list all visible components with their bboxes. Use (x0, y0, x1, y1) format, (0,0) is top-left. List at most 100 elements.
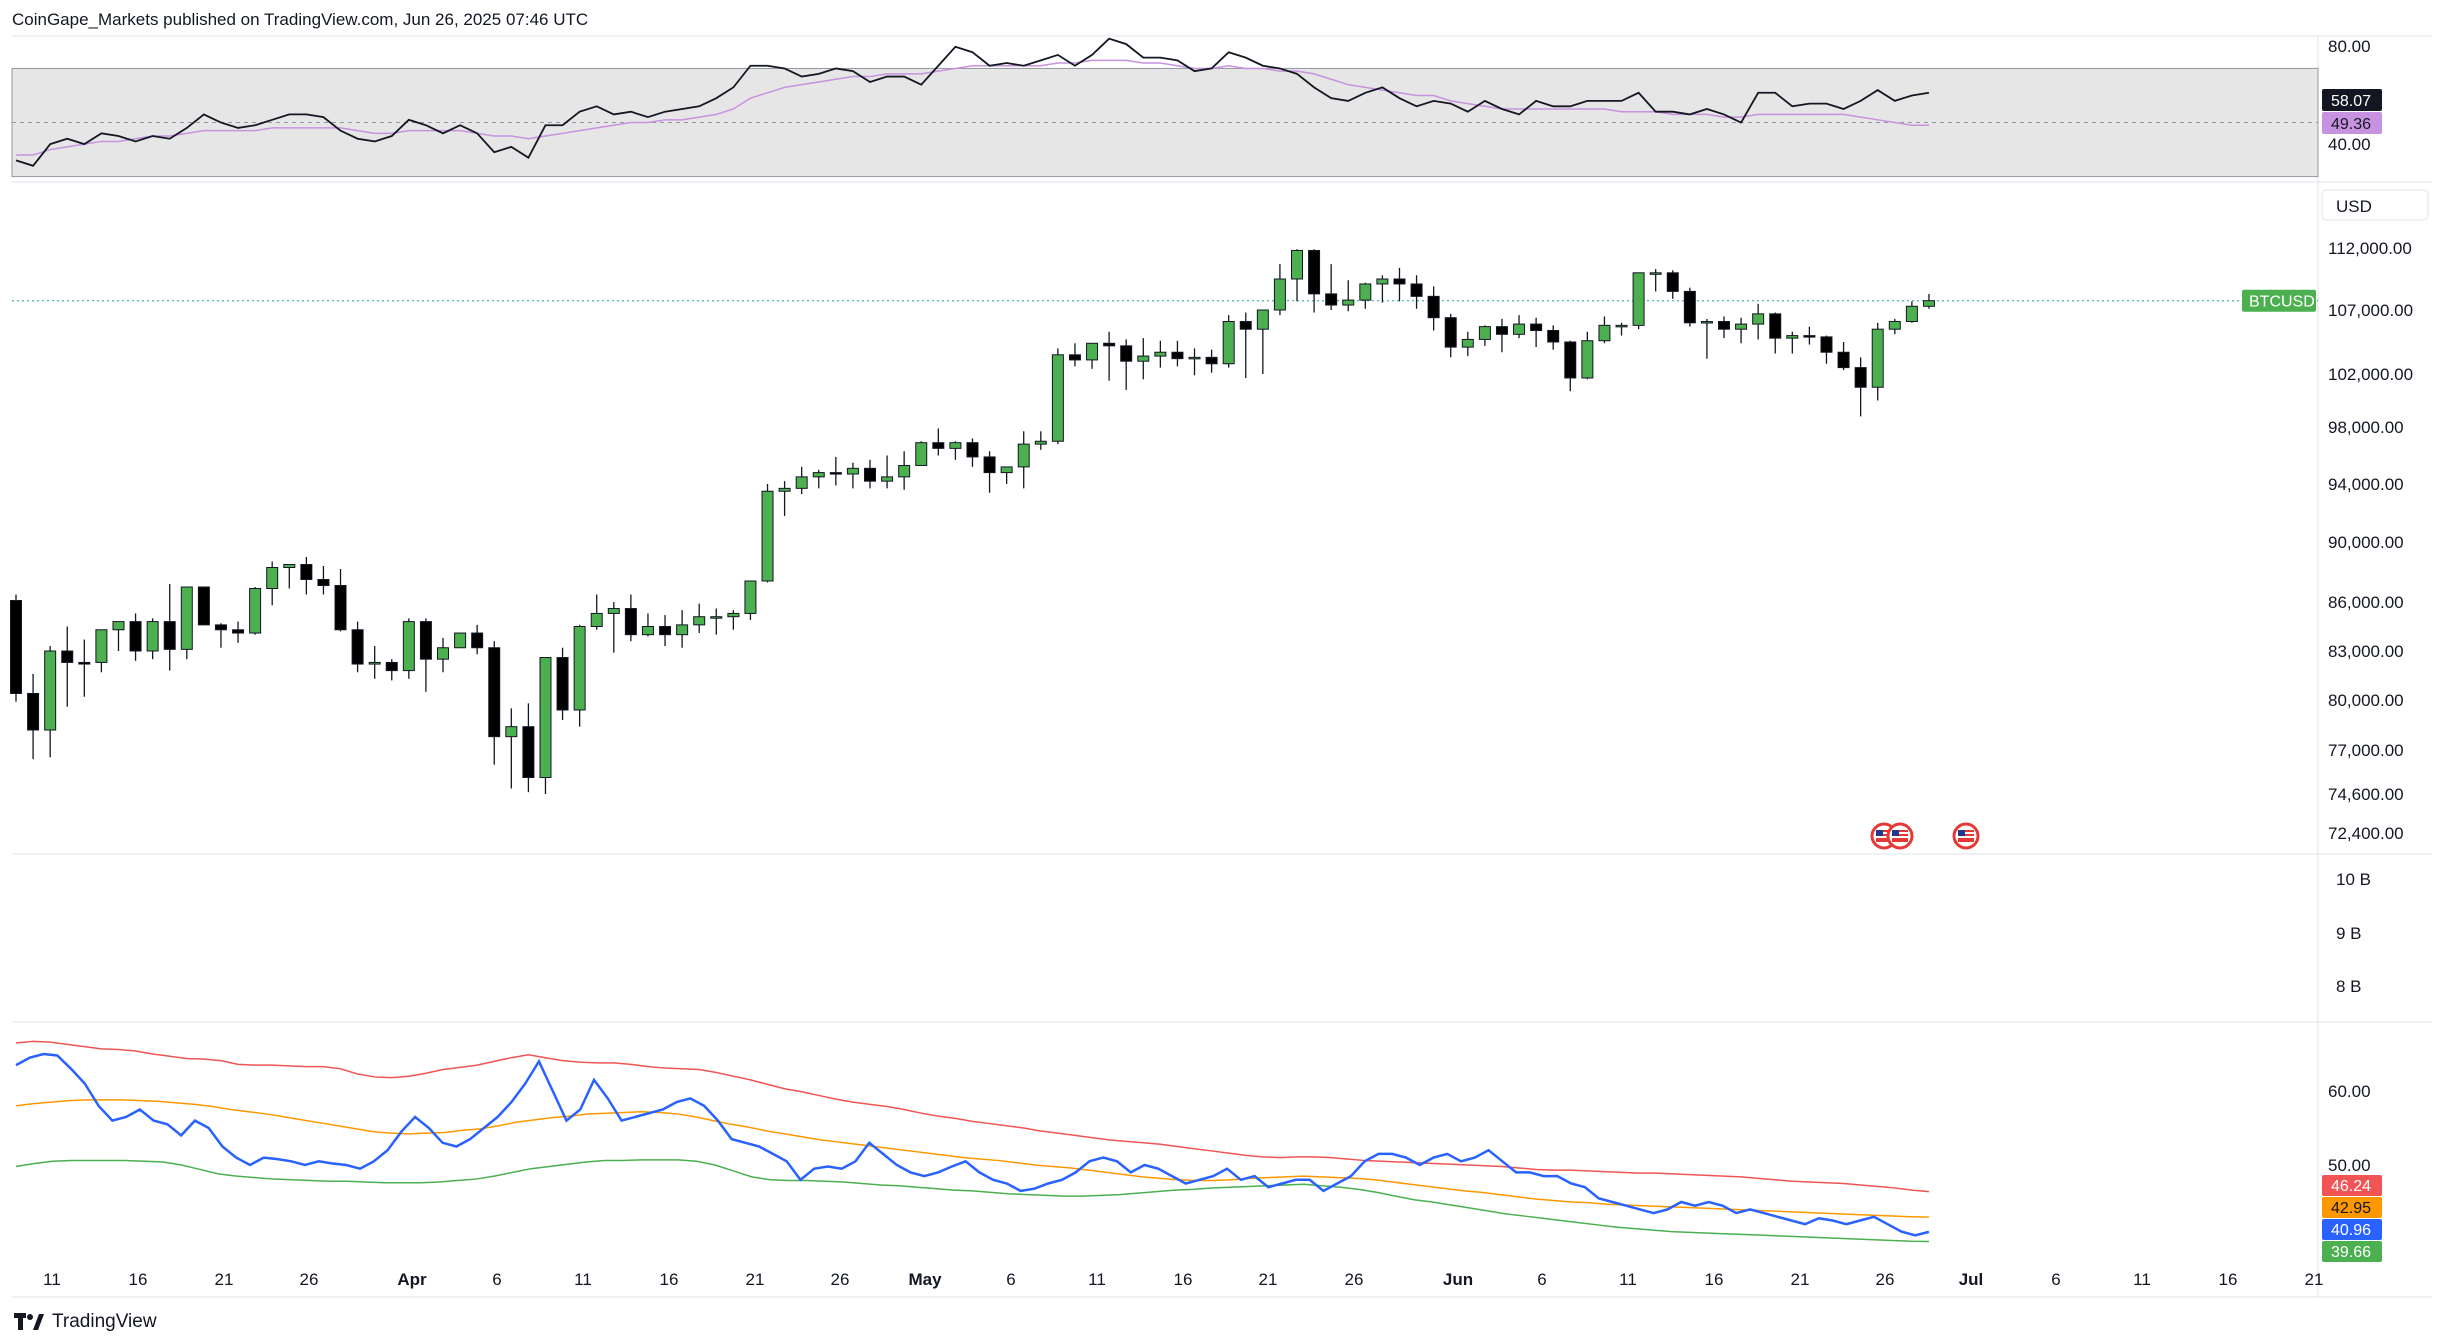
price-y-tick: 94,000.00 (2328, 475, 2404, 494)
time-tick: 21 (746, 1270, 765, 1289)
candle (44, 646, 57, 758)
candle-body (898, 464, 911, 478)
candle-body (1820, 336, 1833, 353)
candle (1308, 249, 1321, 313)
candle (1154, 340, 1167, 368)
candle-body (1410, 283, 1423, 297)
us-flag-icon[interactable] (1886, 822, 1914, 850)
candle-body (1017, 443, 1030, 468)
candle (846, 462, 859, 489)
time-tick: 16 (660, 1270, 679, 1289)
candle (812, 469, 825, 489)
candle-body (1922, 300, 1935, 307)
candle-body (641, 626, 654, 636)
candle-body (454, 632, 467, 649)
candle (146, 618, 159, 660)
candle (214, 623, 227, 648)
candle-body (1581, 340, 1594, 379)
candle (727, 610, 740, 630)
candle-body (488, 647, 501, 738)
candle-body (1393, 278, 1406, 285)
time-tick: 21 (2305, 1270, 2324, 1289)
candle-body (1325, 293, 1338, 306)
candle (1683, 287, 1696, 327)
candle-body (522, 726, 535, 779)
candle (829, 456, 842, 486)
candle-body (778, 487, 791, 492)
candle (1103, 331, 1116, 381)
candle (624, 594, 637, 642)
candle (676, 610, 689, 648)
candle-body (1376, 278, 1389, 285)
candle (1888, 318, 1901, 335)
mid-value-label: 42.95 (2331, 1200, 2371, 1217)
candle (317, 566, 330, 595)
candle-body (1837, 351, 1850, 369)
price-y-tick: 74,600.00 (2328, 785, 2404, 804)
upper-band-line (15, 1040, 1930, 1193)
candle (1291, 249, 1303, 302)
candle-body (1547, 329, 1560, 343)
candle-body (864, 467, 876, 482)
candle-body (659, 626, 672, 636)
candle-body (829, 472, 842, 475)
candle (402, 618, 415, 679)
candle-body (180, 586, 193, 650)
candle (95, 629, 108, 673)
time-tick: 21 (1791, 1270, 1810, 1289)
candle (1837, 342, 1850, 371)
candle-body (795, 476, 808, 489)
candle-body (607, 608, 620, 614)
candle (351, 621, 364, 673)
candle-body (1888, 321, 1901, 330)
candle-body (1786, 335, 1799, 339)
candle (1410, 275, 1423, 309)
candle-body (1103, 342, 1116, 347)
price-y-tick: 102,000.00 (2328, 365, 2413, 384)
candle (1000, 466, 1013, 484)
time-tick: Jul (1959, 1270, 1984, 1289)
candle (1649, 269, 1662, 292)
candle-body (27, 692, 40, 731)
price-y-tick: 77,000.00 (2328, 741, 2404, 760)
candle (1427, 286, 1440, 331)
candle (522, 703, 535, 793)
candle-body (1495, 326, 1508, 335)
candle-body (95, 629, 108, 663)
candle-body (727, 612, 740, 618)
candle-body (1683, 290, 1696, 324)
candle (1051, 348, 1064, 445)
time-tick: 11 (574, 1270, 592, 1289)
rsi-value-label: 58.07 (2331, 93, 2371, 110)
candle (1854, 357, 1867, 417)
candle (659, 615, 672, 647)
candle-body (1530, 323, 1543, 331)
time-tick: 6 (2051, 1270, 2060, 1289)
price-y-tick: 107,000.00 (2328, 301, 2413, 320)
candle-body (78, 661, 91, 665)
candle-body (197, 586, 210, 626)
time-tick: May (908, 1270, 942, 1289)
candle (966, 438, 979, 467)
candle-body (163, 621, 176, 650)
osc-y-tick: 50.00 (2328, 1156, 2371, 1175)
candle-body (1188, 356, 1201, 360)
candle (1034, 431, 1047, 450)
price-y-tick: 83,000.00 (2328, 642, 2404, 661)
candle (266, 561, 279, 606)
lower-value-label: 39.66 (2331, 1244, 2371, 1261)
candle (1786, 331, 1799, 354)
candle-body (1086, 342, 1099, 361)
price-y-tick: 98,000.00 (2328, 418, 2404, 437)
candle (180, 586, 193, 660)
candle-body (1478, 326, 1491, 340)
candle (1905, 301, 1918, 323)
candle (1820, 335, 1833, 364)
candle-body (44, 650, 57, 731)
candle (744, 580, 757, 620)
us-flag-icon[interactable] (1952, 822, 1980, 850)
candle (61, 626, 74, 707)
candle (710, 608, 723, 635)
tradingview-brand[interactable]: TradingView (14, 1310, 157, 1334)
